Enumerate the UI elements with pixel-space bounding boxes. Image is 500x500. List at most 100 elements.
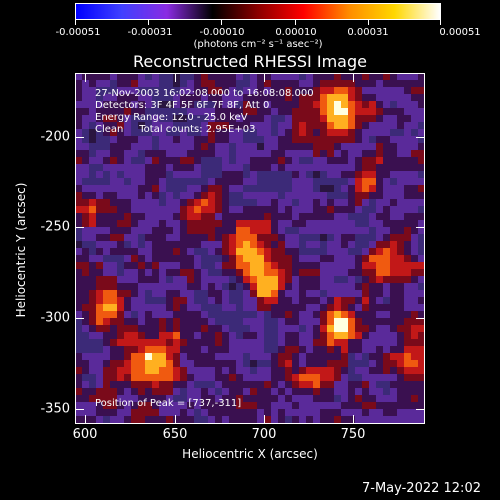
image-pixel [320,416,327,423]
image-pixel [418,325,425,332]
image-pixel [306,227,313,234]
image-pixel [348,353,355,360]
image-pixel [320,80,327,87]
image-pixel [222,255,229,262]
image-pixel [208,381,215,388]
image-pixel [208,332,215,339]
y-tick [75,137,84,138]
image-pixel [124,318,131,325]
image-pixel [383,164,390,171]
image-pixel [110,290,117,297]
image-pixel [229,185,236,192]
image-pixel [215,206,222,213]
image-pixel [306,94,313,101]
image-pixel [229,192,236,199]
image-pixel [124,311,131,318]
image-pixel [390,115,397,122]
image-pixel [376,164,383,171]
image-pixel [278,101,285,108]
image-pixel [159,241,166,248]
image-pixel [299,318,306,325]
image-pixel [313,262,320,269]
image-pixel [75,80,82,87]
image-pixel [124,360,131,367]
image-pixel [180,227,187,234]
image-pixel [404,395,411,402]
image-pixel [404,199,411,206]
image-pixel [180,87,187,94]
image-pixel [89,164,96,171]
image-pixel [292,157,299,164]
image-pixel [117,416,124,423]
image-pixel [334,346,341,353]
image-pixel [96,283,103,290]
y-tick-label: -350 [40,401,70,417]
image-pixel [103,136,110,143]
image-pixel [376,367,383,374]
image-pixel [187,269,194,276]
image-pixel [376,87,383,94]
image-pixel [110,339,117,346]
image-pixel [173,178,180,185]
image-pixel [215,402,222,409]
image-pixel [299,409,306,416]
image-pixel [292,283,299,290]
image-pixel [82,80,89,87]
image-pixel [348,122,355,129]
image-pixel [159,318,166,325]
image-pixel [96,73,103,80]
image-pixel [250,255,257,262]
image-pixel [278,311,285,318]
image-pixel [355,241,362,248]
image-pixel [369,262,376,269]
image-pixel [327,409,334,416]
image-pixel [89,395,96,402]
image-pixel [180,213,187,220]
image-pixel [257,395,264,402]
image-pixel [285,129,292,136]
image-pixel [257,101,264,108]
image-pixel [390,339,397,346]
image-pixel [187,290,194,297]
image-pixel [313,276,320,283]
image-pixel [411,150,418,157]
image-pixel [327,353,334,360]
image-pixel [96,213,103,220]
image-pixel [376,101,383,108]
image-pixel [138,115,145,122]
y-tick [416,318,425,319]
image-pixel [194,353,201,360]
image-pixel [201,87,208,94]
image-pixel [404,360,411,367]
image-pixel [138,283,145,290]
image-pixel [397,325,404,332]
colorbar-tick-label: 0.00031 [347,27,389,38]
image-pixel [299,73,306,80]
image-pixel [236,227,243,234]
image-pixel [89,157,96,164]
y-tick [416,227,425,228]
image-pixel [82,213,89,220]
image-pixel [124,381,131,388]
image-pixel [278,325,285,332]
image-pixel [292,220,299,227]
image-pixel [313,157,320,164]
image-pixel [250,213,257,220]
image-pixel [390,80,397,87]
image-pixel [390,150,397,157]
image-pixel [306,290,313,297]
image-pixel [278,248,285,255]
image-pixel [383,150,390,157]
image-pixel [208,129,215,136]
image-pixel [369,381,376,388]
image-pixel [103,304,110,311]
image-pixel [180,185,187,192]
image-pixel [152,171,159,178]
image-pixel [397,276,404,283]
image-pixel [278,283,285,290]
image-pixel [362,206,369,213]
image-pixel [411,234,418,241]
image-pixel [264,108,271,115]
image-pixel [320,192,327,199]
image-pixel [229,248,236,255]
